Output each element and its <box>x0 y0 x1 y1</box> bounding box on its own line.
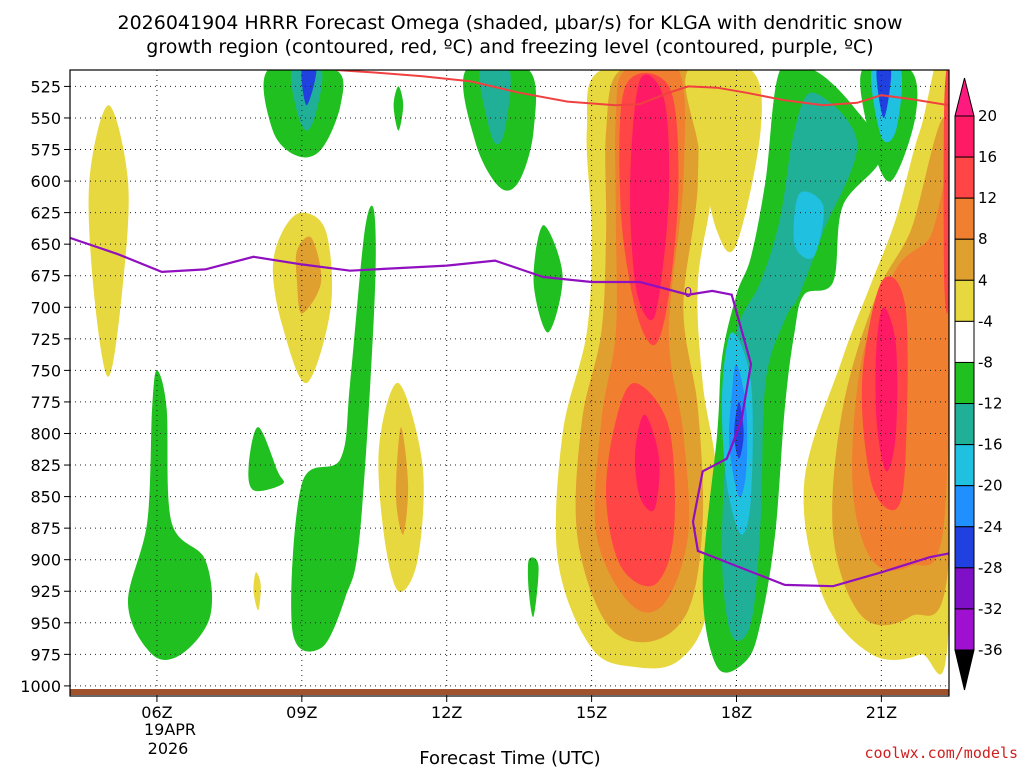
omega-region-red-edge-right <box>943 70 949 314</box>
y-tick-label: 900 <box>30 551 61 570</box>
colorbar-label: -12 <box>978 395 1003 413</box>
x-axis-label: Forecast Time (UTC) <box>419 748 600 768</box>
colorbar-label: 4 <box>978 271 988 289</box>
y-tick-label: 775 <box>30 393 61 412</box>
omega-shaded-fields <box>88 70 949 675</box>
omega-region-green-small-11z <box>393 86 404 131</box>
y-tick-label: 600 <box>30 172 61 191</box>
date-label-year: 2026 <box>148 739 189 758</box>
omega-region-yellow-tiny-08z <box>253 572 261 611</box>
colorbar-label: 16 <box>978 148 997 166</box>
colorbar: 20 16 12 8 4 -4 -8 -12 -16 -20 -24 -28 -32 -36 <box>954 77 1003 691</box>
y-tick-label: 950 <box>30 614 61 633</box>
plot-frame <box>69 69 950 697</box>
colorbar-segment <box>954 279 975 322</box>
y-tick-label: 875 <box>30 519 61 538</box>
colorbar-label: -24 <box>978 518 1003 536</box>
colorbar-segment <box>954 485 975 528</box>
omega-region-green-1400-mid <box>533 225 563 333</box>
x-axis-ticks: 06Z 09Z 12Z 15Z 18Z 21Z <box>141 696 897 722</box>
colorbar-segment <box>954 197 975 240</box>
colorbar-segment <box>954 320 975 363</box>
omega-region-orange-11z <box>395 427 409 535</box>
colorbar-label: -36 <box>978 641 1003 659</box>
y-tick-label: 550 <box>30 109 61 128</box>
omega-region-magenta-lower-16z <box>634 414 660 512</box>
colorbar-label: 8 <box>978 230 988 248</box>
x-tick-label: 12Z <box>431 703 462 722</box>
credit-text: coolwx.com/models <box>864 744 1018 762</box>
colorbar-label: -16 <box>978 436 1003 454</box>
colorbar-label: -20 <box>978 477 1003 495</box>
y-tick-label: 825 <box>30 456 61 475</box>
y-tick-label: 650 <box>30 235 61 254</box>
date-label-day: 19APR <box>144 720 196 739</box>
omega-region-green-strip-10z <box>291 205 376 652</box>
omega-region-magenta-upper-16z <box>630 74 670 321</box>
omega-region-blue-top-21z <box>876 70 892 118</box>
omega-region-blue-top-09z <box>301 70 317 106</box>
x-tick-label: 21Z <box>866 703 897 722</box>
y-axis-ticks: 525 550 575 600 625 650 675 700 725 750 775 800 825 8… <box>20 77 70 696</box>
colorbar-segment <box>954 526 975 569</box>
colorbar-label: 20 <box>978 107 997 125</box>
colorbar-segment <box>954 403 975 446</box>
omega-region-green-small-08z <box>248 427 285 492</box>
x-tick-label: 09Z <box>286 703 317 722</box>
colorbar-segment <box>954 238 975 281</box>
colorbar-label: -4 <box>978 312 993 330</box>
y-tick-label: 975 <box>30 645 61 664</box>
colorbar-bottom-triangle <box>954 649 975 691</box>
freezing-level-contour <box>70 236 949 588</box>
y-tick-label: 1000 <box>20 677 61 696</box>
y-tick-label: 700 <box>30 298 61 317</box>
colorbar-segment <box>954 156 975 199</box>
dendritic-growth-contour <box>335 70 949 107</box>
x-tick-label: 06Z <box>141 703 172 722</box>
y-tick-label: 725 <box>30 330 61 349</box>
omega-region-teal-descending-18z <box>721 92 858 642</box>
colorbar-segment <box>954 608 975 651</box>
omega-region-green-lower-06z <box>127 370 213 660</box>
colorbar-segment <box>954 567 975 610</box>
y-tick-label: 625 <box>30 204 61 223</box>
x-tick-label: 15Z <box>576 703 607 722</box>
y-tick-label: 850 <box>30 488 61 507</box>
y-tick-label: 675 <box>30 267 61 286</box>
colorbar-label: -32 <box>978 600 1003 618</box>
contour-lines: 0 <box>70 70 949 588</box>
colorbar-top-triangle <box>954 77 975 117</box>
omega-region-cyan-20z <box>793 191 824 259</box>
y-tick-label: 575 <box>30 141 61 160</box>
omega-region-yellow-17z-top <box>685 70 762 253</box>
chart-title-line-1: 2026041904 HRRR Forecast Omega (shaded, … <box>117 12 902 34</box>
omega-region-green-1400-low <box>527 557 539 618</box>
y-tick-label: 925 <box>30 582 61 601</box>
ground-surface-band <box>70 689 949 695</box>
y-tick-label: 800 <box>30 424 61 443</box>
colorbar-segment <box>954 115 975 158</box>
chart-title-line-2: growth region (contoured, red, ºC) and f… <box>146 36 873 58</box>
colorbar-label: 12 <box>978 189 997 207</box>
y-tick-label: 750 <box>30 361 61 380</box>
colorbar-segment <box>954 444 975 487</box>
y-tick-label: 525 <box>30 77 61 96</box>
colorbar-segment <box>954 361 975 405</box>
omega-region-upstream-updraft-left <box>88 105 129 377</box>
colorbar-label: -8 <box>978 353 993 371</box>
x-tick-label: 18Z <box>721 703 752 722</box>
colorbar-label: -28 <box>978 559 1003 577</box>
freezing-level-label: 0 <box>684 286 692 301</box>
